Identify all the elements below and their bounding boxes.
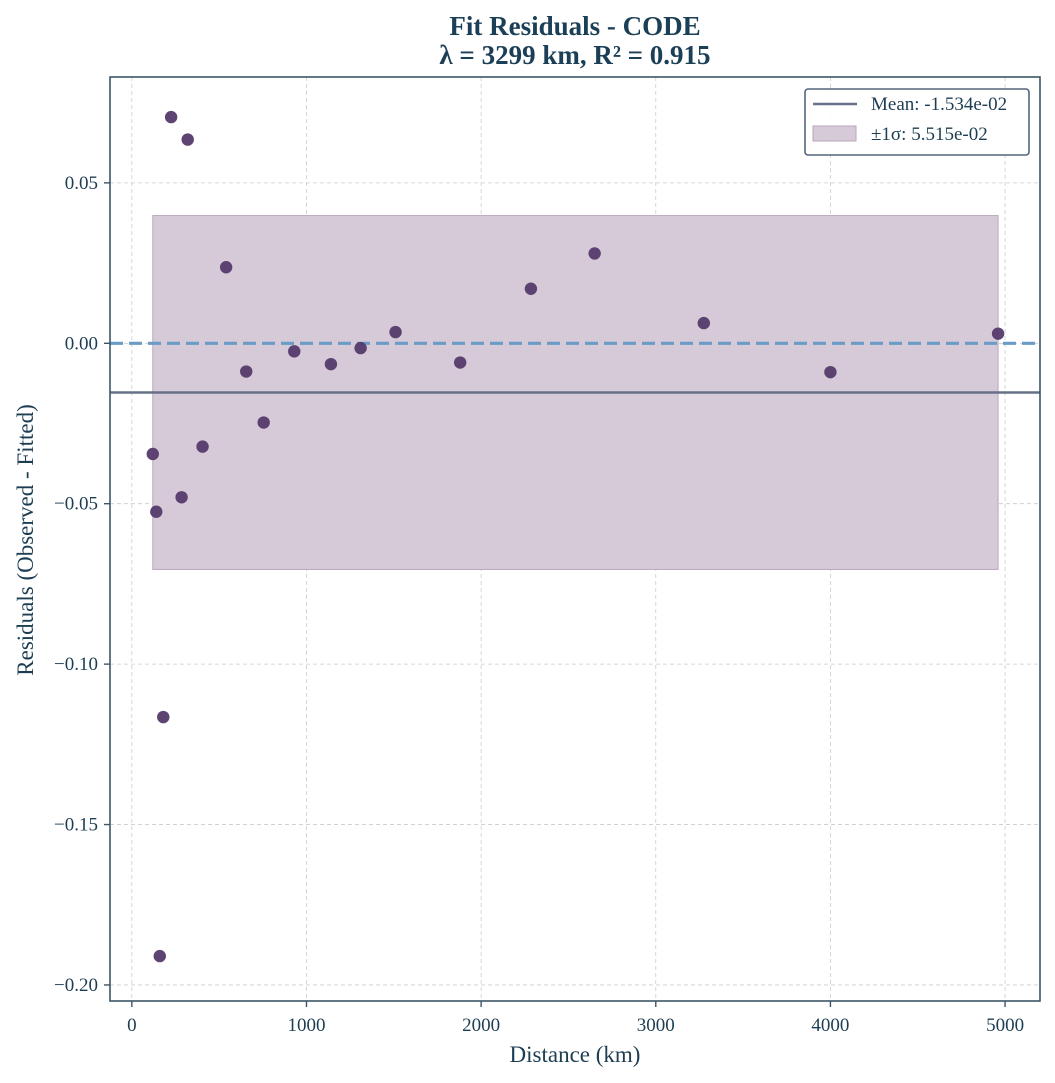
residual-point: [697, 316, 711, 330]
legend-mean-label: Mean: -1.534e-02: [871, 94, 1007, 115]
residual-point: [588, 247, 601, 260]
residual-point: [150, 505, 163, 518]
residual-point: [354, 341, 367, 355]
x-tick-label: 1000: [287, 1015, 325, 1036]
residual-point: [196, 440, 209, 453]
x-axis-label: Distance (km): [510, 1042, 641, 1067]
residual-point: [153, 949, 166, 963]
residual-points: [146, 110, 1005, 963]
y-tick-label: 0.00: [65, 333, 98, 354]
legend: Mean: -1.534e-02 ±1σ: 5.515e-02: [804, 88, 1030, 156]
y-tick-label: 0.05: [65, 173, 98, 194]
residual-point: [164, 110, 178, 124]
chart-subtitle: λ = 3299 km, R² = 0.915: [439, 40, 710, 70]
residual-point: [240, 365, 253, 378]
x-tick-label: 5000: [986, 1015, 1024, 1036]
residual-point: [146, 447, 159, 461]
residual-point: [257, 416, 270, 429]
residual-point: [389, 325, 402, 339]
residual-point: [288, 345, 301, 358]
residual-point: [524, 282, 538, 295]
residual-point: [181, 133, 194, 146]
axes-frame: [109, 76, 1041, 1002]
reference-lines-layer: [110, 341, 1040, 394]
x-tick-label: 0: [127, 1015, 137, 1036]
x-tick-label: 3000: [637, 1015, 675, 1036]
legend-sigma-label: ±1σ: 5.515e-02: [871, 124, 988, 145]
legend-sigma-swatch: [812, 125, 857, 142]
y-tick-label: −0.10: [54, 654, 98, 675]
y-tick-label: −0.05: [54, 494, 98, 515]
tick-labels: 0 1000 2000 3000 4000 5000 −0.20 −0.15 −0.10 −0.0…: [54, 173, 1024, 1036]
x-tick-label: 4000: [811, 1015, 849, 1036]
chart-title: Fit Residuals - CODE: [449, 11, 700, 41]
residual-point: [324, 357, 338, 371]
y-tick-label: −0.15: [54, 815, 98, 836]
residual-point: [157, 710, 170, 724]
residual-point: [824, 365, 837, 379]
residual-point: [175, 491, 188, 504]
y-tick-label: −0.20: [54, 975, 98, 996]
y-axis-label: Residuals (Observed - Fitted): [13, 404, 38, 675]
residual-point: [453, 356, 467, 369]
legend-box: [804, 88, 1030, 156]
residual-point: [219, 261, 233, 274]
plot-area-border: [109, 76, 1041, 1002]
x-tick-label: 2000: [462, 1015, 500, 1036]
residual-point: [991, 327, 1005, 340]
